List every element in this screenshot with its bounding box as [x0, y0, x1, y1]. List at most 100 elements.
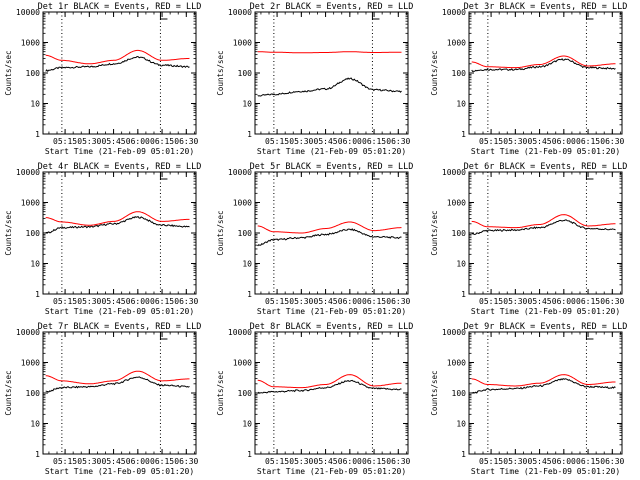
y-tick-label: 1	[35, 290, 40, 299]
x-tick-label: 05:15	[53, 297, 77, 306]
series-line-events	[45, 55, 190, 72]
y-tick-label: 1	[461, 290, 466, 299]
x-tick-label: 05:30	[77, 297, 101, 306]
x-axis-label: Start Time (21-Feb-09 05:01:20)	[45, 307, 194, 316]
x-tick-label: 06:30	[600, 297, 624, 306]
y-tick-label: 1000	[447, 39, 466, 48]
x-tick-label: 05:15	[265, 297, 289, 306]
x-tick-label: 05:30	[77, 137, 101, 146]
x-tick-label: 06:30	[386, 457, 410, 466]
chart-panel-8: Det 8r BLACK = Events, RED = LLD 1 10 100 10…	[216, 322, 413, 476]
y-axis-label: Counts/sec	[430, 370, 439, 415]
chart-panel-3: Det 3r BLACK = Events, RED = LLD 1 10 100 10…	[430, 2, 627, 156]
series-line-lld	[45, 211, 190, 226]
x-tick-label: 05:30	[289, 297, 313, 306]
series-line-lld	[45, 49, 190, 65]
x-tick-label: 05:30	[289, 457, 313, 466]
x-tick-label: 05:15	[265, 137, 289, 146]
interval-bracket-mark	[585, 332, 594, 340]
x-tick-label: 05:45	[314, 297, 338, 306]
x-axis-label: Start Time (21-Feb-09 05:01:20)	[471, 467, 620, 476]
y-tick-label: 1	[35, 130, 40, 139]
series-line-events	[45, 376, 190, 393]
chart-title: Det 5r BLACK = Events, RED = LLD	[250, 162, 414, 172]
x-tick-label: 05:15	[479, 297, 503, 306]
interval-bracket-mark	[585, 172, 594, 180]
y-tick-label: 10000	[442, 8, 466, 17]
y-tick-label: 10000	[16, 8, 40, 17]
y-axis-label: Counts/sec	[430, 50, 439, 95]
x-tick-label: 06:15	[576, 297, 600, 306]
x-tick-label: 05:30	[289, 137, 313, 146]
x-axis-label: Start Time (21-Feb-09 05:01:20)	[257, 307, 406, 316]
x-tick-label: 05:45	[102, 297, 126, 306]
y-tick-label: 10000	[228, 328, 252, 337]
x-tick-label: 06:30	[174, 457, 198, 466]
y-axis-label: Counts/sec	[4, 210, 13, 255]
y-tick-label: 1000	[21, 39, 40, 48]
x-tick-label: 06:00	[552, 457, 576, 466]
chart-title: Det 4r BLACK = Events, RED = LLD	[38, 162, 202, 172]
interval-bracket-mark	[585, 12, 594, 20]
y-tick-label: 10	[456, 420, 466, 429]
chart-title: Det 1r BLACK = Events, RED = LLD	[38, 2, 202, 12]
plot-frame	[254, 11, 409, 135]
y-tick-label: 1	[247, 130, 252, 139]
plot-frame	[254, 171, 409, 295]
series-line-lld	[471, 55, 616, 69]
interval-bracket-mark	[159, 332, 168, 340]
y-tick-label: 10	[456, 100, 466, 109]
chart-panel-7: Det 7r BLACK = Events, RED = LLD 1 10 100 10…	[4, 322, 201, 476]
plot-frame	[42, 11, 197, 135]
y-tick-label: 10	[30, 260, 40, 269]
y-tick-label: 10000	[442, 328, 466, 337]
x-axis-label: Start Time (21-Feb-09 05:01:20)	[257, 467, 406, 476]
plot-frame	[468, 171, 623, 295]
y-tick-label: 1000	[447, 199, 466, 208]
x-tick-label: 06:15	[576, 137, 600, 146]
y-tick-label: 100	[26, 389, 41, 398]
chart-title: Det 9r BLACK = Events, RED = LLD	[464, 322, 628, 332]
x-tick-label: 05:15	[479, 137, 503, 146]
y-tick-label: 1000	[233, 39, 252, 48]
chart-panel-9: Det 9r BLACK = Events, RED = LLD 1 10 100 10…	[430, 322, 627, 476]
y-tick-label: 100	[452, 389, 467, 398]
x-tick-label: 06:15	[576, 457, 600, 466]
x-tick-label: 05:45	[528, 457, 552, 466]
x-tick-label: 06:30	[600, 137, 624, 146]
chart-title: Det 3r BLACK = Events, RED = LLD	[464, 2, 628, 12]
y-tick-label: 1000	[447, 359, 466, 368]
y-axis-label: Counts/sec	[216, 50, 225, 95]
x-tick-label: 06:30	[386, 297, 410, 306]
series-line-events	[257, 228, 402, 247]
y-axis-label: Counts/sec	[4, 50, 13, 95]
y-tick-label: 1000	[233, 199, 252, 208]
y-tick-label: 10	[242, 260, 252, 269]
x-tick-label: 06:00	[126, 297, 150, 306]
x-tick-label: 06:30	[174, 137, 198, 146]
x-tick-label: 06:15	[150, 457, 174, 466]
x-tick-label: 05:15	[53, 137, 77, 146]
series-line-lld	[257, 221, 402, 234]
chart-panel-1: Det 1r BLACK = Events, RED = LLD 1 10 100 10…	[4, 2, 201, 156]
x-tick-label: 06:00	[338, 457, 362, 466]
y-tick-label: 100	[452, 229, 467, 238]
plot-frame	[468, 331, 623, 455]
y-tick-label: 10000	[228, 168, 252, 177]
chart-title: Det 2r BLACK = Events, RED = LLD	[250, 2, 414, 12]
x-tick-label: 06:30	[600, 457, 624, 466]
series-line-events	[471, 58, 616, 72]
chart-panel-4: Det 4r BLACK = Events, RED = LLD 1 10 100 10…	[4, 162, 201, 316]
y-tick-label: 10000	[16, 168, 40, 177]
x-tick-label: 05:45	[314, 457, 338, 466]
x-tick-label: 05:45	[102, 137, 126, 146]
y-tick-label: 10000	[228, 8, 252, 17]
x-tick-label: 05:30	[77, 457, 101, 466]
series-line-lld	[471, 214, 616, 229]
x-tick-label: 05:30	[503, 457, 527, 466]
y-tick-label: 1	[247, 450, 252, 459]
chart-title: Det 7r BLACK = Events, RED = LLD	[38, 322, 202, 332]
y-axis-label: Counts/sec	[216, 210, 225, 255]
x-tick-label: 06:00	[552, 137, 576, 146]
